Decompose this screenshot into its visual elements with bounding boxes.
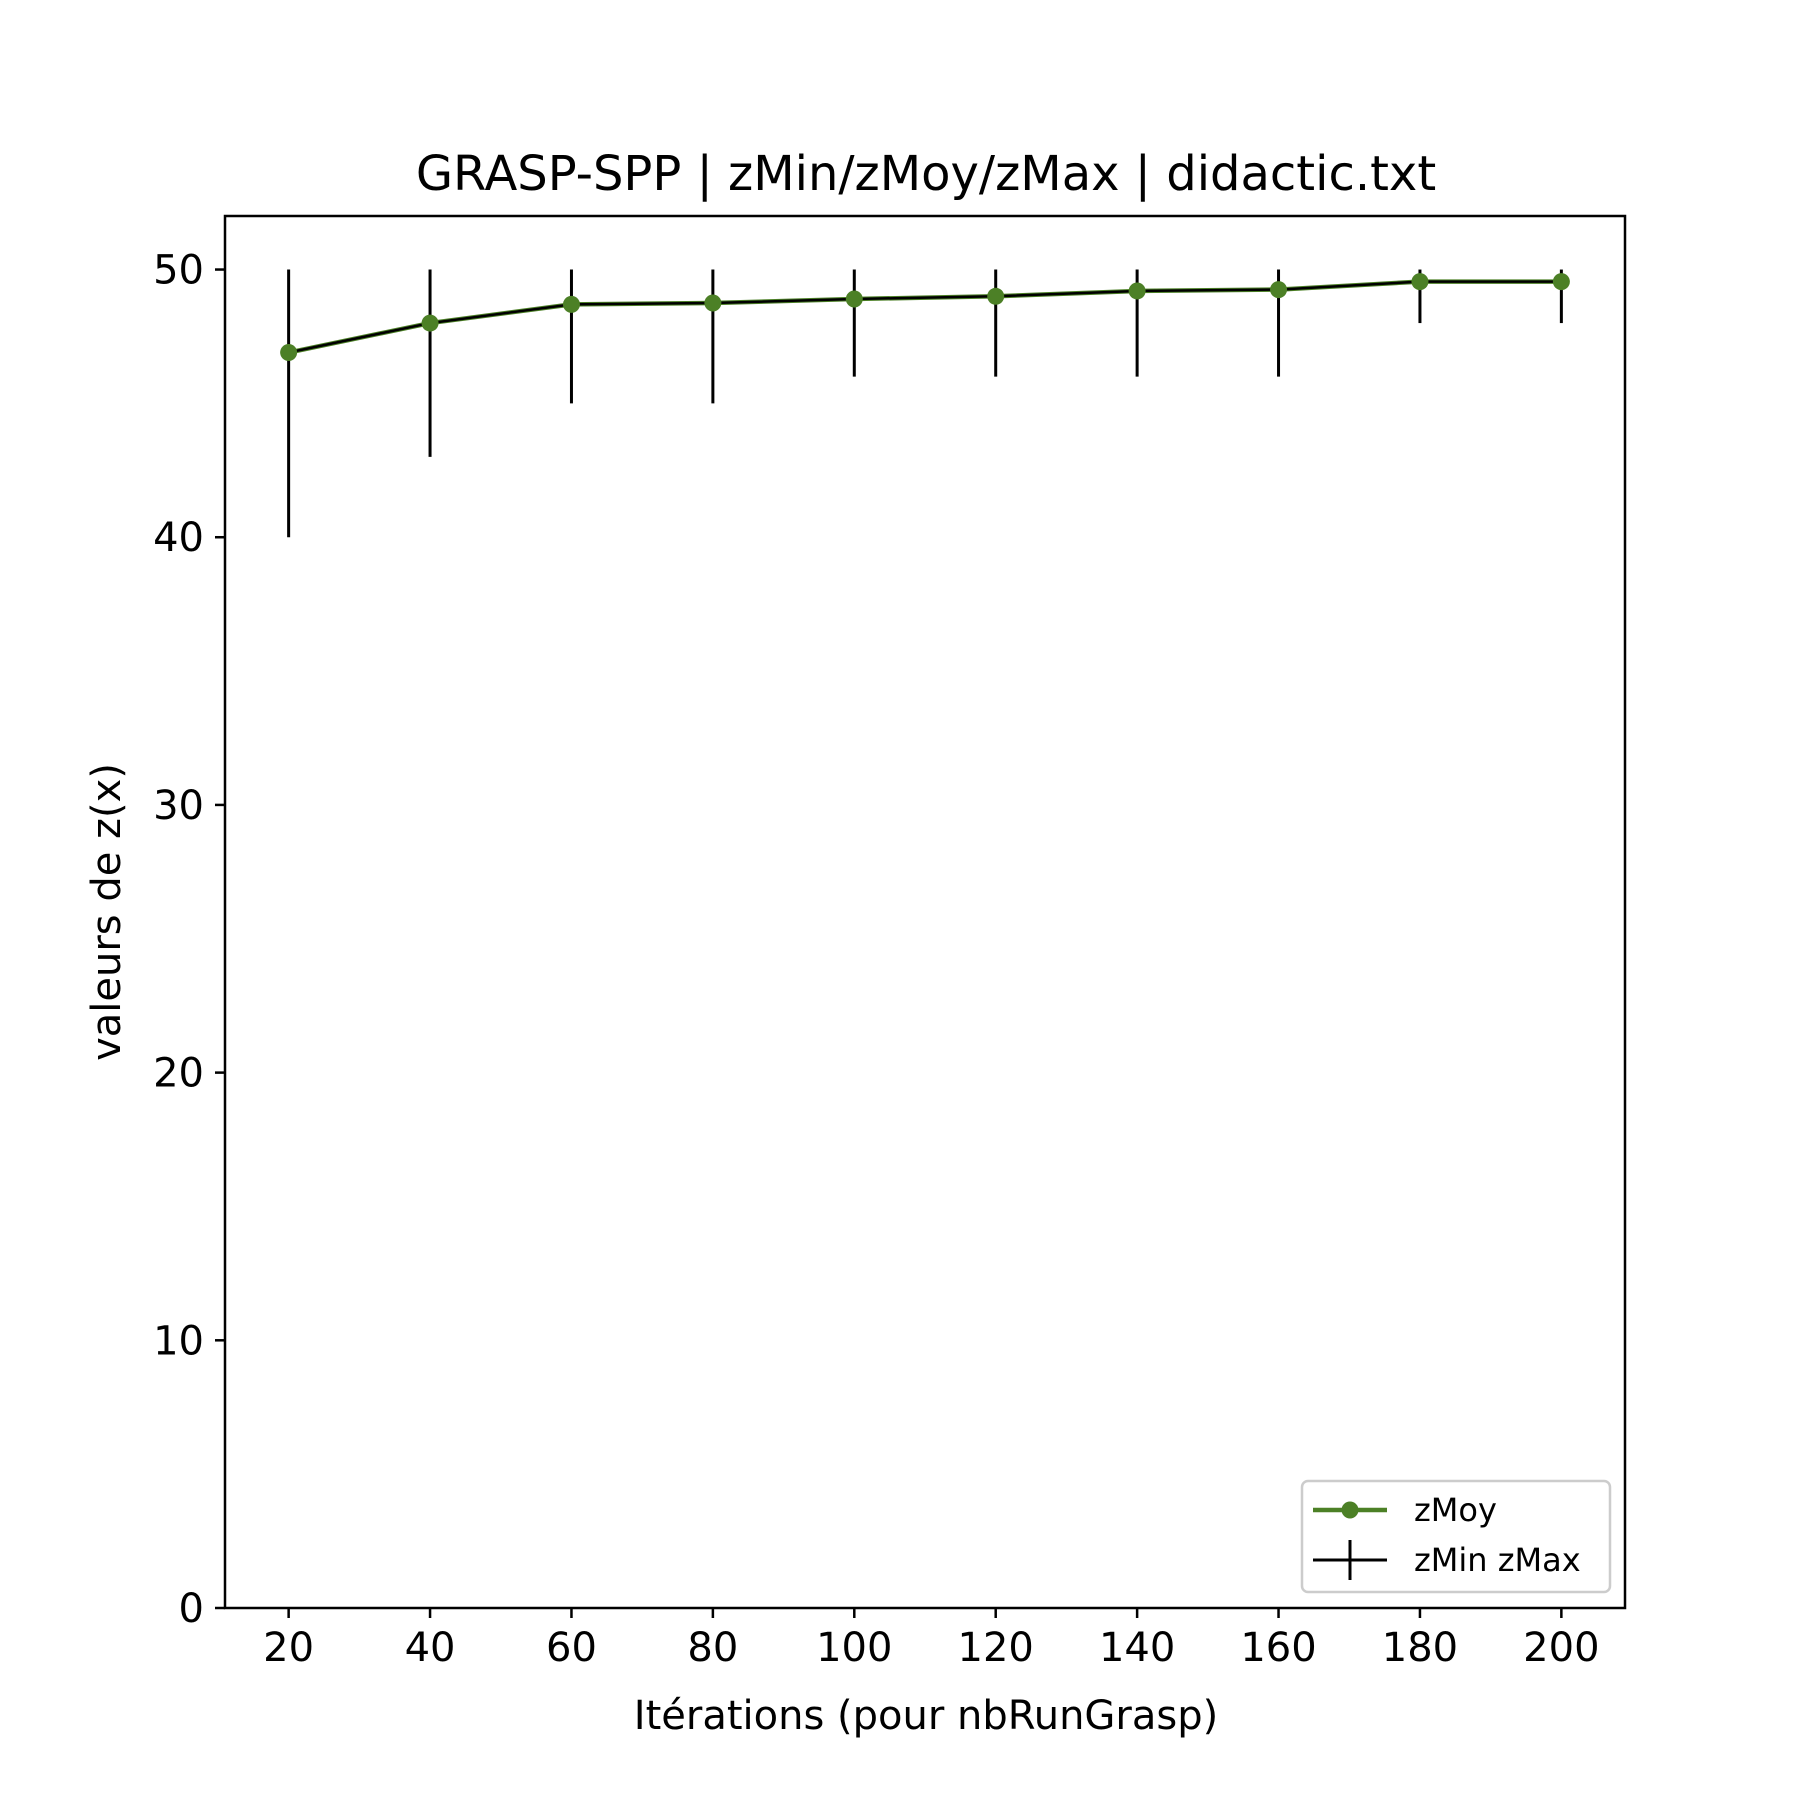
errorbar-connector-line <box>288 280 1562 354</box>
x-tick-label: 40 <box>405 1625 456 1671</box>
zmoy-point-20 <box>280 344 298 362</box>
zmoy-point-40 <box>421 314 439 332</box>
x-tick-label: 140 <box>1099 1625 1175 1671</box>
chart-title: GRASP-SPP | zMin/zMoy/zMax | didactic.tx… <box>416 146 1436 202</box>
zmoy-point-160 <box>1270 281 1288 299</box>
zmoy-point-180 <box>1411 273 1429 291</box>
axes-frame <box>223 214 1627 1610</box>
plot-area <box>280 269 1570 538</box>
x-axis-label: Itérations (pour nbRunGrasp) <box>634 1693 1218 1739</box>
y-tick-label: 50 <box>153 248 204 294</box>
y-tick-label: 40 <box>153 515 204 561</box>
axis-ticks: 20 40 60 80 100 120 140 160 180 200 0 10 20 30 40 50 <box>153 248 1599 1671</box>
legend-zmoy-label: zMoy <box>1414 1491 1497 1529</box>
x-tick-label: 200 <box>1523 1625 1599 1671</box>
x-tick-label: 160 <box>1240 1625 1316 1671</box>
zmoy-point-140 <box>1128 282 1146 300</box>
legend: zMoy zMin zMax <box>1300 1479 1612 1594</box>
zmoy-point-120 <box>987 287 1005 305</box>
x-tick-label: 60 <box>546 1625 597 1671</box>
y-tick-label: 0 <box>179 1586 204 1632</box>
zmoy-point-100 <box>845 290 863 308</box>
legend-errorbar-label: zMin zMax <box>1414 1541 1581 1579</box>
legend-zmoy-marker <box>1341 1501 1359 1519</box>
x-tick-label: 100 <box>816 1625 892 1671</box>
y-tick-label: 20 <box>153 1051 204 1097</box>
y-axis-label: valeurs de z(x) <box>84 763 130 1061</box>
zmoy-point-60 <box>562 295 580 313</box>
y-tick-label: 30 <box>153 783 204 829</box>
x-tick-label: 120 <box>958 1625 1034 1671</box>
x-tick-label: 80 <box>687 1625 738 1671</box>
y-tick-label: 10 <box>153 1318 204 1364</box>
zmoy-point-80 <box>704 294 722 312</box>
x-tick-label: 180 <box>1382 1625 1458 1671</box>
zmoy-point-200 <box>1552 273 1570 291</box>
x-tick-label: 20 <box>263 1625 314 1671</box>
